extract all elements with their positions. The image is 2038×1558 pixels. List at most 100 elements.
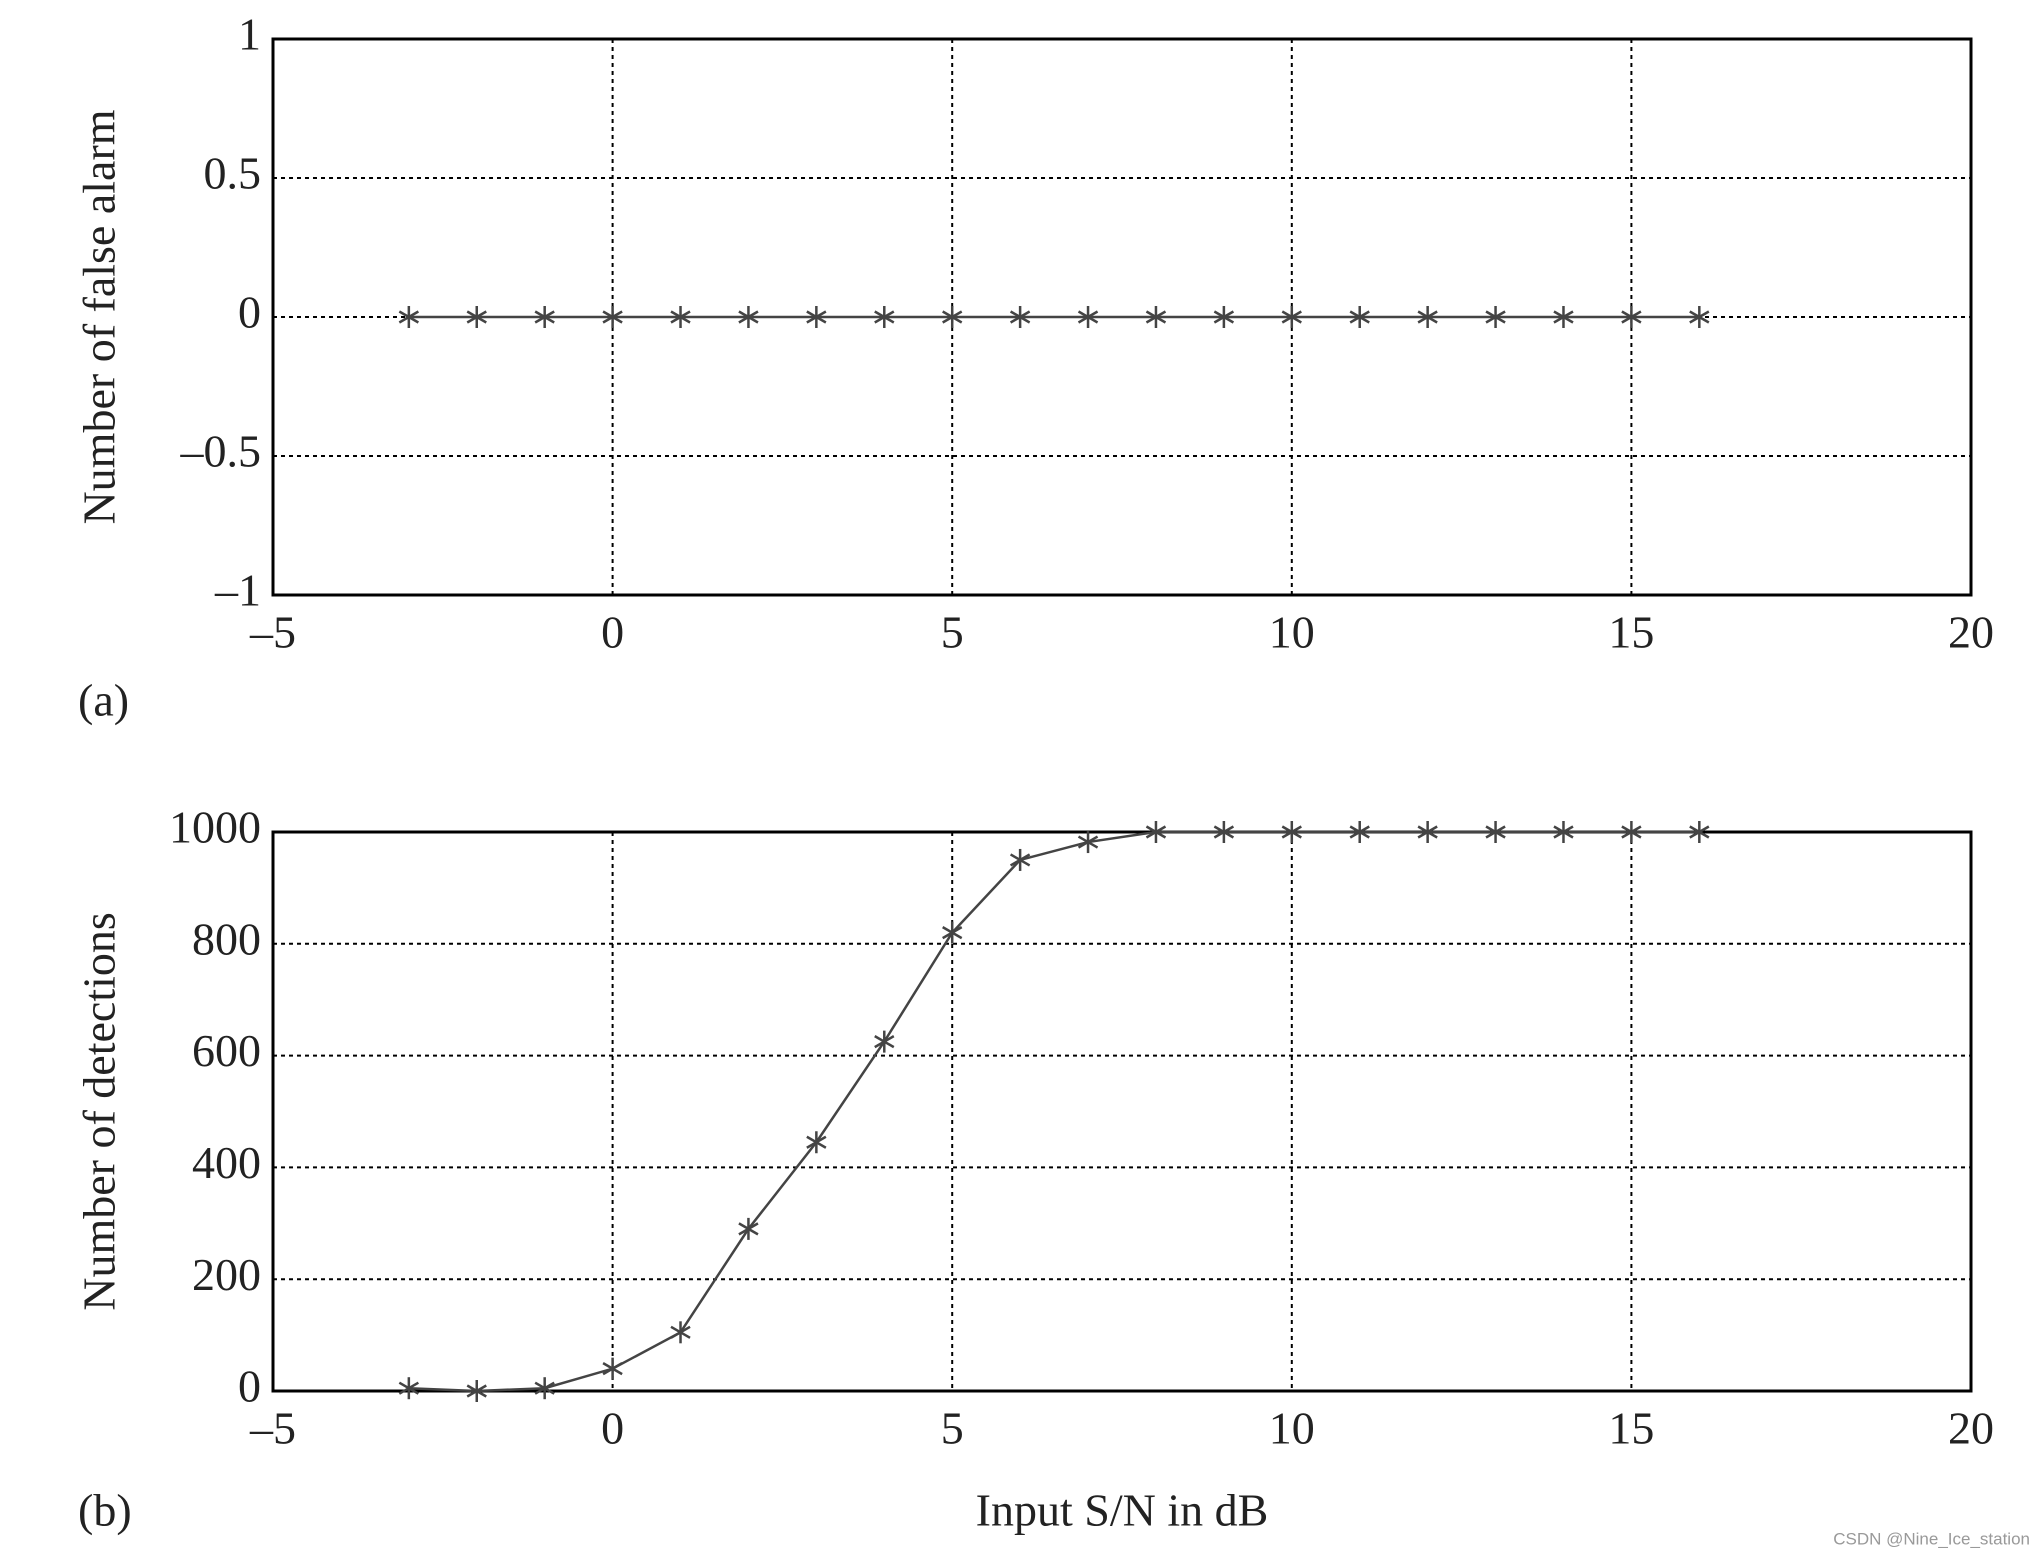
marker-stroke [874, 1035, 895, 1049]
x-tick-label: 5 [941, 1403, 964, 1454]
marker-stroke [398, 1381, 419, 1395]
marker [738, 1217, 759, 1240]
marker-stroke [942, 310, 963, 324]
marker-stroke [670, 310, 691, 324]
marker [1213, 821, 1235, 843]
y-tick-label: 0 [238, 1361, 261, 1412]
marker-stroke [466, 310, 487, 324]
marker [806, 306, 827, 328]
marker-stroke [874, 310, 895, 324]
plot-frame [271, 830, 1973, 1393]
y-tick-label: 800 [192, 913, 261, 964]
marker-stroke [670, 1325, 691, 1339]
x-tick-label: 15 [1608, 607, 1654, 658]
panel-label: (b) [78, 1485, 132, 1536]
marker-stroke [738, 310, 759, 324]
x-tick-label: –5 [249, 607, 296, 658]
y-tick-label: 600 [192, 1025, 261, 1076]
marker-stroke [1145, 310, 1167, 324]
marker [534, 1377, 555, 1400]
marker [670, 306, 691, 328]
marker [1281, 306, 1302, 328]
y-axis-title: Number of false alarm [74, 109, 125, 524]
marker [1689, 821, 1710, 843]
y-tick-label: –1 [214, 565, 261, 616]
marker [874, 1030, 895, 1053]
marker [1009, 306, 1031, 328]
marker [874, 306, 895, 328]
marker-stroke [1689, 310, 1710, 324]
marker-stroke [1349, 310, 1370, 324]
marker [738, 306, 759, 328]
marker [1213, 306, 1235, 328]
x-tick-label: 15 [1608, 1403, 1654, 1454]
marker-stroke [1417, 825, 1438, 839]
marker [1417, 306, 1438, 328]
marker [942, 306, 963, 328]
marker [1621, 306, 1642, 328]
marker [398, 306, 419, 328]
marker-stroke [398, 310, 419, 324]
marker [534, 306, 555, 328]
marker-stroke [1621, 310, 1642, 324]
x-tick-label: 0 [601, 607, 624, 658]
marker-stroke [942, 926, 963, 940]
x-tick-label: 5 [941, 607, 964, 658]
marker-stroke [1281, 310, 1302, 324]
marker-stroke [1077, 310, 1099, 324]
marker [1485, 821, 1506, 843]
marker [1417, 821, 1438, 843]
x-tick-label: –5 [249, 1403, 296, 1454]
marker-stroke [1485, 825, 1506, 839]
marker [1485, 306, 1506, 328]
marker-stroke [738, 1222, 759, 1236]
marker-stroke [1689, 825, 1710, 839]
marker-stroke [1213, 825, 1235, 839]
x-tick-label: 0 [601, 1403, 624, 1454]
y-tick-label: 0.5 [204, 148, 262, 199]
x-axis-title: Input S/N in dB [976, 1485, 1269, 1536]
marker [1077, 831, 1099, 854]
marker [1689, 306, 1710, 328]
y-axis-title: Number of detections [74, 912, 125, 1311]
marker [602, 1357, 623, 1380]
marker-stroke [1077, 835, 1099, 849]
marker [466, 1380, 487, 1402]
marker [1349, 306, 1370, 328]
marker-stroke [534, 1381, 555, 1395]
marker [1553, 821, 1574, 843]
marker-stroke [1349, 825, 1370, 839]
marker-stroke [602, 310, 623, 324]
x-tick-label: 20 [1948, 1403, 1994, 1454]
marker-stroke [1009, 853, 1031, 867]
marker-stroke [806, 310, 827, 324]
marker-stroke [1621, 825, 1642, 839]
marker-stroke [1213, 310, 1235, 324]
watermark: CSDN @Nine_Ice_station [1833, 1529, 2030, 1548]
y-tick-label: 400 [192, 1137, 261, 1188]
y-tick-label: 1 [238, 9, 261, 60]
y-tick-label: 0 [238, 287, 261, 338]
marker [1145, 306, 1167, 328]
marker [398, 1377, 419, 1400]
marker-stroke [602, 1362, 623, 1376]
marker-stroke [466, 1384, 487, 1398]
x-tick-label: 20 [1948, 607, 1994, 658]
marker [1553, 306, 1574, 328]
marker-stroke [1553, 310, 1574, 324]
marker [942, 921, 963, 944]
data-line [408, 830, 1700, 1393]
y-tick-label: 200 [192, 1249, 261, 1300]
marker [1281, 821, 1302, 843]
plot-frame [271, 37, 1973, 597]
marker [1621, 821, 1642, 843]
marker-stroke [1009, 310, 1031, 324]
marker-stroke [1485, 310, 1506, 324]
y-tick-label: –0.5 [180, 426, 262, 477]
marker-stroke [1145, 825, 1167, 839]
marker-stroke [1281, 825, 1302, 839]
marker [806, 1131, 827, 1154]
marker-stroke [534, 310, 555, 324]
marker [466, 306, 487, 328]
